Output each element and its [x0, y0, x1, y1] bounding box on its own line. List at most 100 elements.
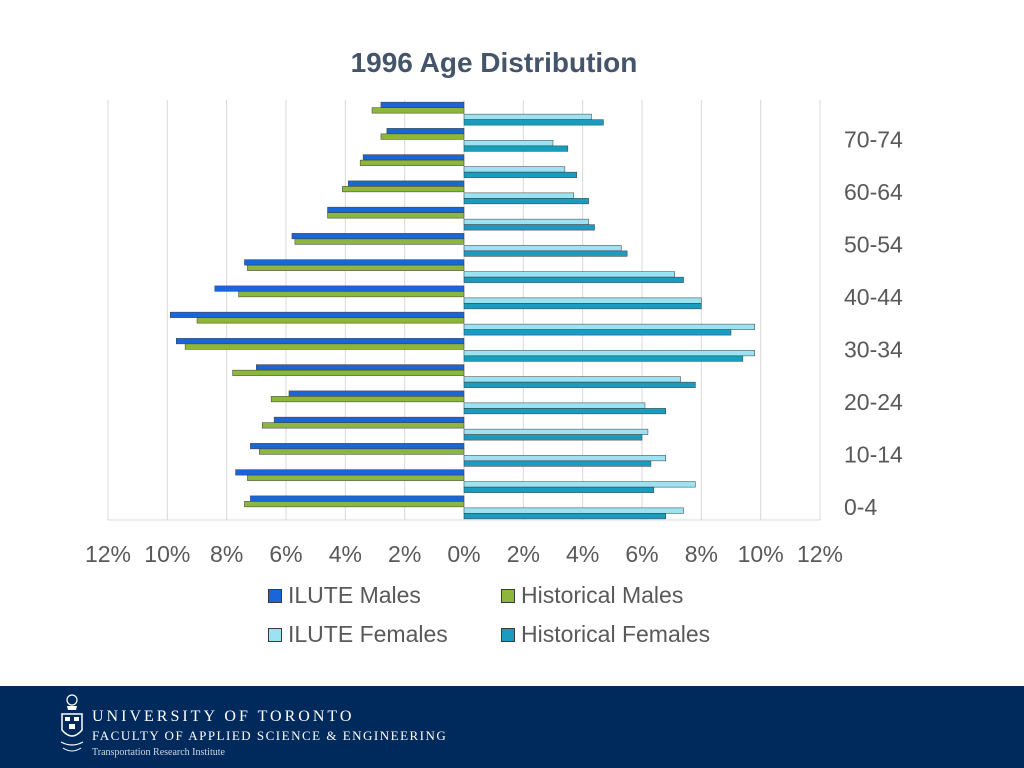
- bar-ilute-females-60-64: [463, 192, 575, 199]
- bar-ilute-males-25-29: [256, 364, 465, 371]
- legend-item-ilute-females: ILUTE Females: [268, 621, 448, 648]
- bar-historical-females-65-69: [463, 171, 577, 178]
- bar-ilute-females-5-9: [463, 481, 696, 488]
- bar-ilute-males-50-54: [291, 233, 465, 240]
- bar-ilute-males-70-74: [386, 128, 465, 135]
- bar-ilute-males-35-39: [170, 311, 465, 318]
- bar-ilute-males-55-59: [327, 206, 465, 213]
- legend-label-historical-males: Historical Males: [521, 582, 684, 608]
- bar-historical-males-20-24: [270, 396, 465, 403]
- bar-ilute-females-55-59: [463, 218, 589, 225]
- bar-ilute-females-75-79: [463, 113, 592, 120]
- bar-historical-females-30-34: [463, 355, 744, 362]
- category-labels: 0-4 10-14 20-24 30-34 40-44 50-54 60-64 70-74: [844, 126, 903, 520]
- legend-swatch-historical-males: [501, 588, 515, 603]
- bar-ilute-females-10-14: [463, 455, 666, 462]
- bars: [170, 101, 755, 520]
- bar-ilute-females-35-39: [463, 323, 755, 330]
- university-name: UNIVERSITY OF TORONTO: [92, 708, 355, 725]
- chart-title: 1996 Age Distribution: [351, 47, 638, 78]
- bar-ilute-females-20-24: [463, 402, 646, 409]
- bar-historical-females-60-64: [463, 198, 589, 205]
- bar-ilute-females-40-44: [463, 297, 702, 304]
- bar-historical-males-55-59: [327, 212, 465, 219]
- x-tick-label: 4%: [566, 541, 599, 567]
- bar-ilute-males-40-44: [214, 285, 465, 292]
- bar-historical-females-45-49: [463, 276, 684, 283]
- university-footer: UNIVERSITY OF TORONTO FACULTY OF APPLIED…: [0, 686, 1024, 768]
- bar-historical-females-25-29: [463, 381, 696, 388]
- x-tick-label: 10%: [144, 541, 190, 567]
- bar-ilute-males-30-34: [175, 338, 465, 345]
- bar-ilute-males-45-49: [244, 259, 465, 266]
- bar-ilute-females-30-34: [463, 350, 755, 357]
- category-label: 0-4: [844, 494, 877, 520]
- faculty-name: FACULTY OF APPLIED SCIENCE & ENGINEERING: [92, 728, 448, 743]
- bar-historical-males-15-19: [262, 422, 465, 429]
- legend: ILUTE Males Historical Males ILUTE Femal…: [268, 582, 768, 662]
- x-tick-label: 8%: [685, 541, 718, 567]
- bar-historical-females-70-74: [463, 145, 569, 152]
- legend-item-historical-males: Historical Males: [501, 582, 683, 609]
- bar-ilute-females-25-29: [463, 376, 681, 383]
- bar-historical-males-75-79: [371, 107, 465, 114]
- bar-ilute-males-75-79: [380, 101, 465, 108]
- bar-ilute-males-65-69: [362, 154, 465, 161]
- category-label: 70-74: [844, 126, 903, 152]
- bar-historical-males-5-9: [247, 474, 465, 481]
- x-tick-label: 0%: [447, 541, 480, 567]
- bar-historical-males-35-39: [196, 317, 465, 324]
- legend-swatch-ilute-males: [268, 588, 282, 603]
- category-label: 20-24: [844, 389, 903, 415]
- bar-ilute-males-0-4: [250, 495, 465, 502]
- legend-label-historical-females: Historical Females: [521, 621, 711, 647]
- bar-historical-males-0-4: [244, 501, 465, 508]
- bar-historical-females-0-4: [463, 513, 666, 520]
- legend-swatch-ilute-females: [268, 627, 282, 642]
- category-label: 30-34: [844, 336, 903, 362]
- population-pyramid-chart: 1996 Age Distribution 12% 10% 8% 6% 4% 2% 0% 2%…: [85, 47, 903, 567]
- bar-historical-females-75-79: [463, 119, 604, 126]
- category-label: 50-54: [844, 231, 903, 257]
- university-crest-icon: [60, 694, 84, 752]
- bar-historical-males-40-44: [238, 291, 465, 298]
- category-label: 10-14: [844, 441, 903, 467]
- bar-ilute-males-15-19: [273, 416, 465, 423]
- bar-historical-females-10-14: [463, 460, 652, 467]
- legend-label-ilute-females: ILUTE Females: [288, 621, 448, 647]
- x-tick-label: 6%: [625, 541, 658, 567]
- category-label: 60-64: [844, 179, 903, 205]
- bar-historical-females-20-24: [463, 408, 666, 415]
- bar-ilute-females-70-74: [463, 140, 554, 147]
- bar-historical-females-5-9: [463, 486, 655, 493]
- bar-historical-males-45-49: [247, 264, 465, 271]
- x-tick-label: 10%: [738, 541, 784, 567]
- bar-historical-females-15-19: [463, 434, 643, 441]
- legend-label-ilute-males: ILUTE Males: [288, 582, 421, 608]
- bar-ilute-females-15-19: [463, 428, 649, 435]
- bar-ilute-males-10-14: [250, 443, 465, 450]
- bar-ilute-females-65-69: [463, 166, 566, 173]
- bar-ilute-males-20-24: [288, 390, 465, 397]
- bar-historical-males-50-54: [294, 238, 465, 245]
- legend-item-ilute-males: ILUTE Males: [268, 582, 421, 609]
- x-tick-label: 6%: [269, 541, 302, 567]
- institute-name: Transportation Research Institute: [92, 747, 225, 758]
- x-axis-tick-labels: 12% 10% 8% 6% 4% 2% 0% 2% 4% 6% 8% 10% 12%: [85, 541, 843, 567]
- bar-historical-males-70-74: [380, 133, 465, 140]
- bar-historical-males-65-69: [359, 159, 465, 166]
- bar-historical-males-30-34: [184, 343, 465, 350]
- bar-ilute-females-0-4: [463, 507, 684, 514]
- x-tick-label: 8%: [210, 541, 243, 567]
- x-tick-label: 2%: [507, 541, 540, 567]
- legend-item-historical-females: Historical Females: [501, 621, 710, 648]
- bar-historical-males-25-29: [232, 369, 465, 376]
- bar-ilute-females-45-49: [463, 271, 675, 278]
- x-tick-label: 2%: [388, 541, 421, 567]
- bar-ilute-males-5-9: [235, 469, 465, 476]
- bar-historical-males-60-64: [342, 186, 465, 193]
- bar-historical-females-50-54: [463, 250, 628, 257]
- bar-ilute-males-60-64: [348, 180, 465, 187]
- x-tick-label: 4%: [329, 541, 362, 567]
- bar-historical-females-40-44: [463, 303, 702, 310]
